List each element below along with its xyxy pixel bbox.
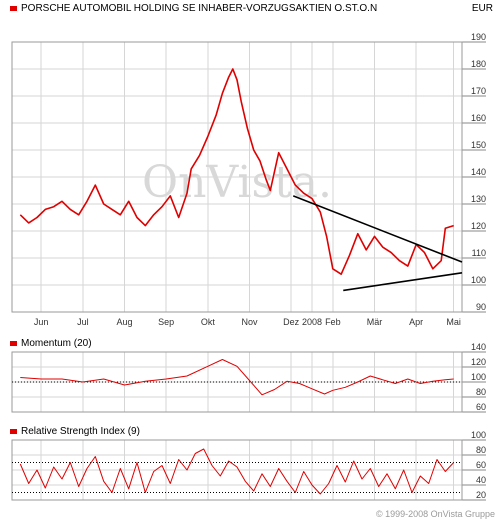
price-tick-label: 180 xyxy=(471,59,486,69)
x-tick-label: Nov xyxy=(241,317,258,327)
trendline xyxy=(292,195,463,263)
x-tick-label: Apr xyxy=(409,317,423,327)
price-series-line xyxy=(19,68,454,276)
price-tick-label: 190 xyxy=(471,32,486,42)
price-panel: 90 100 110 120 130 140 150 160 170 180 190 Jun Jul Au… xyxy=(11,32,486,327)
x-tick-label: Sep xyxy=(158,317,174,327)
currency-label: EUR xyxy=(471,3,493,14)
momentum-series-line xyxy=(20,359,454,396)
price-tick-label: 90 xyxy=(476,302,486,312)
price-frame xyxy=(11,41,463,313)
copyright-text: © 1999-2008 OnVista Gruppe xyxy=(375,509,495,519)
x-tick-label: Feb xyxy=(325,317,341,327)
price-tick-label: 170 xyxy=(471,86,486,96)
rsi-panel: 20 40 60 80 100 xyxy=(11,430,486,501)
x-tick-label: Okt xyxy=(201,317,216,327)
chart-title: PORSCHE AUTOMOBIL HOLDING SE INHABER-VOR… xyxy=(10,3,377,14)
x-tick-label: Dez xyxy=(283,317,300,327)
momentum-title: Momentum (20) xyxy=(10,338,92,349)
legend-swatch xyxy=(10,5,17,11)
price-tick-label: 150 xyxy=(471,140,486,150)
momentum-tick-label: 140 xyxy=(471,342,486,352)
rsi-title: Relative Strength Index (9) xyxy=(10,426,140,437)
rsi-tick-label: 60 xyxy=(476,460,486,470)
price-tick-label: 110 xyxy=(472,248,486,258)
rsi-title-text: Relative Strength Index (9) xyxy=(21,426,140,437)
rsi-tick-label: 100 xyxy=(471,430,486,440)
price-tick-label: 120 xyxy=(471,221,486,231)
x-tick-label: Mär xyxy=(367,317,383,327)
x-tick-label: 2008 xyxy=(302,317,322,327)
momentum-tick-label: 60 xyxy=(476,402,486,412)
momentum-tick-label: 120 xyxy=(471,357,486,367)
x-tick-label: Jul xyxy=(77,317,89,327)
price-tick-label: 140 xyxy=(471,167,486,177)
price-tick-label: 130 xyxy=(471,194,486,204)
momentum-tick-label: 80 xyxy=(476,387,486,397)
price-tick-label: 100 xyxy=(471,275,486,285)
chart-title-text: PORSCHE AUTOMOBIL HOLDING SE INHABER-VOR… xyxy=(21,3,378,14)
x-tick-label: Jun xyxy=(34,317,49,327)
legend-swatch xyxy=(10,428,17,434)
momentum-title-text: Momentum (20) xyxy=(21,338,92,349)
rsi-tick-label: 40 xyxy=(476,475,486,485)
rsi-frame xyxy=(11,439,463,501)
price-tick-label: 160 xyxy=(471,113,486,123)
momentum-tick-label: 100 xyxy=(471,372,486,382)
trendline xyxy=(343,272,463,292)
x-tick-label: Aug xyxy=(116,317,132,327)
x-tick-label: Mai xyxy=(446,317,461,327)
rsi-tick-label: 20 xyxy=(476,490,486,500)
legend-swatch xyxy=(10,340,17,346)
momentum-panel: 60 80 100 120 140 xyxy=(11,342,486,413)
rsi-tick-label: 80 xyxy=(476,445,486,455)
rsi-series-line xyxy=(19,448,455,495)
